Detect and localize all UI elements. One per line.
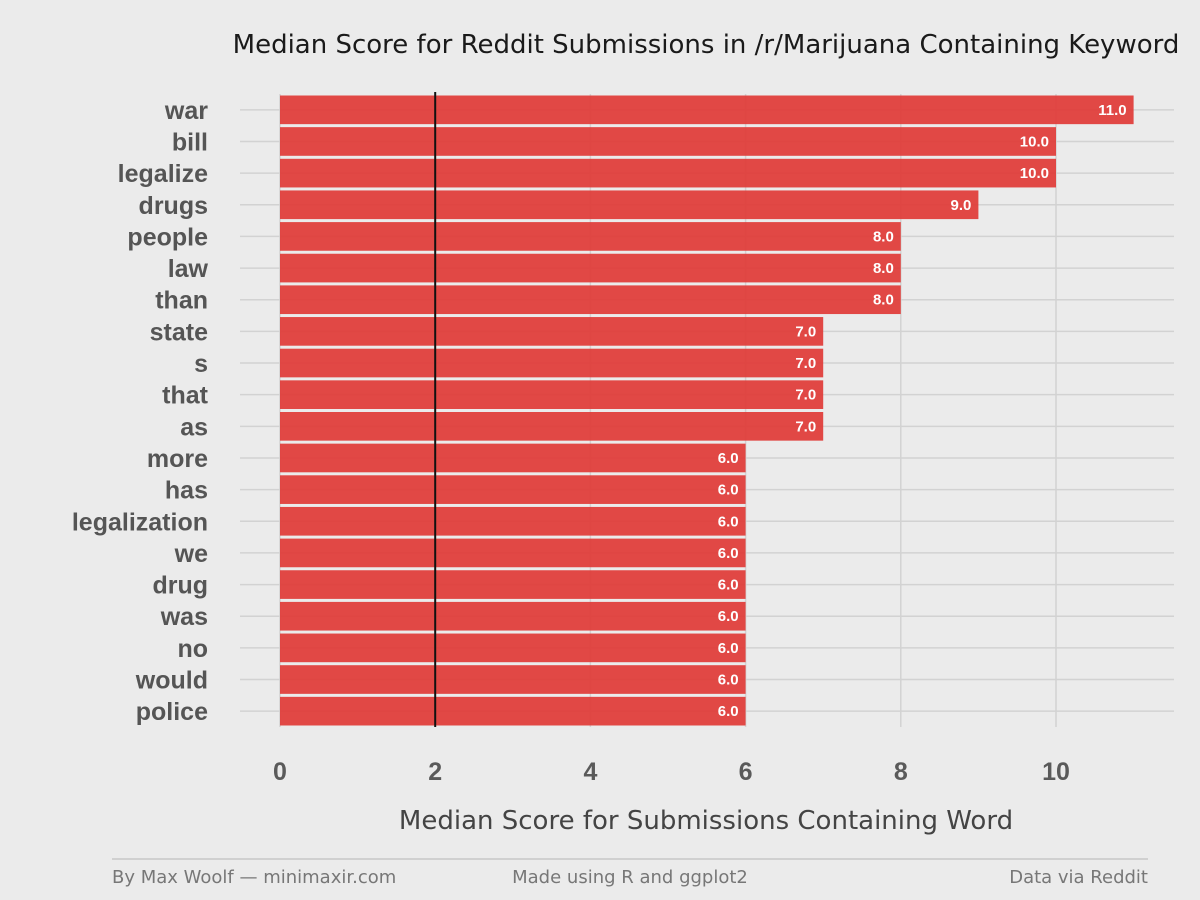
bar	[280, 253, 901, 283]
bar	[280, 665, 746, 694]
bar	[280, 570, 746, 599]
bar-value-label: 8.0	[873, 260, 894, 277]
bar	[280, 127, 1056, 156]
bar-value-label: 8.0	[873, 228, 894, 245]
category-label: as	[180, 413, 208, 441]
bar-value-label: 6.0	[718, 703, 739, 720]
bar	[280, 380, 824, 409]
x-tick-labels: 0 2 4 6 8 10	[273, 758, 1070, 786]
category-label: was	[160, 603, 208, 631]
category-label: has	[165, 477, 208, 505]
category-label: police	[136, 698, 208, 726]
bar-value-label: 6.0	[718, 545, 739, 562]
bar	[280, 222, 901, 251]
grid-lines	[240, 94, 1174, 727]
bar-value-label: 10.0	[1020, 165, 1049, 182]
x-tick-label: 0	[273, 758, 287, 786]
category-label: s	[194, 350, 208, 378]
category-label: would	[135, 667, 208, 695]
x-axis-label: Median Score for Submissions Containing …	[399, 806, 1013, 836]
category-label: we	[174, 540, 208, 568]
bar-value-label: 9.0	[951, 197, 972, 214]
bar-value-label: 11.0	[1098, 102, 1126, 119]
bar-value-label: 6.0	[718, 450, 739, 467]
category-label: no	[177, 635, 208, 663]
category-label: bill	[172, 128, 208, 156]
bar-value-label: 7.0	[795, 323, 816, 340]
bar	[280, 317, 824, 346]
category-label: war	[164, 97, 208, 125]
x-tick-label: 8	[894, 758, 908, 786]
bar-value-label: 7.0	[795, 355, 816, 372]
bar	[280, 633, 746, 663]
footer-tool: Made using R and ggplot2	[512, 867, 748, 888]
category-labels: war bill legalize drugs people law than state st…	[72, 97, 209, 726]
category-label: legalize	[118, 160, 208, 188]
bar	[280, 475, 746, 504]
bar-value-label: 6.0	[718, 482, 739, 499]
bar	[280, 601, 746, 631]
bar	[280, 95, 1134, 125]
category-label: drug	[152, 572, 208, 600]
bar	[280, 412, 824, 441]
category-label: legalization	[72, 508, 208, 536]
bar	[280, 190, 979, 220]
category-label: people	[127, 223, 208, 251]
bar	[280, 348, 824, 378]
bar	[280, 443, 746, 473]
category-label: more	[147, 445, 208, 473]
category-label: that	[162, 382, 209, 410]
bar-value-label: 10.0	[1020, 133, 1049, 150]
category-label: state	[150, 318, 208, 346]
bar	[280, 158, 1056, 188]
bar	[280, 285, 901, 315]
bar	[280, 538, 746, 568]
category-label: drugs	[139, 192, 208, 220]
bar-value-label: 6.0	[718, 672, 739, 689]
bar-value-label: 8.0	[873, 292, 894, 309]
category-label: than	[155, 287, 208, 315]
bar	[280, 506, 746, 536]
x-tick-label: 10	[1042, 758, 1070, 786]
x-tick-label: 4	[583, 758, 597, 786]
chart-title: Median Score for Reddit Submissions in /…	[233, 30, 1180, 60]
x-tick-label: 6	[739, 758, 753, 786]
bar-value-label: 6.0	[718, 513, 739, 530]
bar	[280, 696, 746, 726]
x-tick-label: 2	[428, 758, 442, 786]
bar-value-label: 6.0	[718, 577, 739, 594]
bar-value-label: 6.0	[718, 640, 739, 657]
bar-value-label: 7.0	[795, 387, 816, 404]
footer-credit: By Max Woolf — minimaxir.com	[112, 867, 396, 888]
bars: 11.0 10.0 10.0 9.0 8.0 8.0 8.0 7.0 7.0 7.0 7.0 6.0 6…	[280, 95, 1134, 726]
footer-source: Data via Reddit	[1009, 867, 1148, 888]
category-label: law	[168, 255, 209, 283]
bar-value-label: 7.0	[795, 418, 816, 435]
bar-value-label: 6.0	[718, 608, 739, 625]
